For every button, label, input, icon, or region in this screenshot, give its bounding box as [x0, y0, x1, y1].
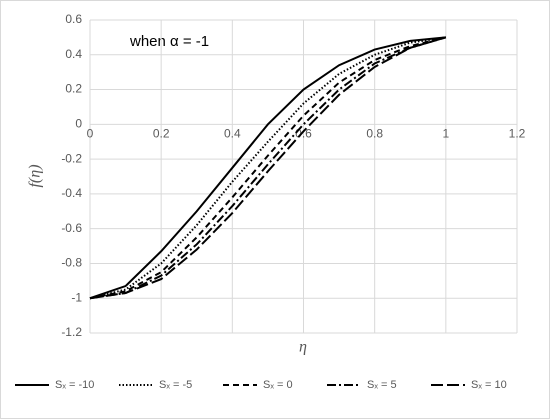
y-tick-label: -1.2: [61, 325, 82, 339]
series-line: [89, 36, 447, 300]
y-axis-label: f(η): [27, 164, 44, 187]
x-tick-label: 0: [87, 127, 94, 141]
x-tick-label: 0.2: [153, 127, 170, 141]
x-tick-label: 0.8: [366, 127, 383, 141]
annotation: when α = -1: [129, 33, 209, 50]
legend-label: Sₓ = 0: [263, 379, 293, 391]
y-tick-label: -0.8: [61, 256, 82, 270]
y-tick-label: 0.6: [65, 12, 82, 26]
legend-label: Sₓ = -5: [159, 379, 192, 391]
y-tick-label: 0.4: [65, 47, 82, 61]
y-tick-label: -0.6: [61, 221, 82, 235]
series-line: [89, 36, 447, 300]
y-tick-label: -1: [71, 290, 82, 304]
x-tick-label: 1: [442, 127, 449, 141]
legend-label: Sₓ = 10: [471, 379, 507, 391]
y-tick-label: -0.2: [61, 151, 82, 165]
x-tick-label: 1.2: [509, 127, 526, 141]
legend-label: Sₓ = -10: [55, 379, 94, 391]
y-tick-label: 0: [75, 117, 82, 131]
legend-label: Sₓ = 5: [367, 379, 397, 391]
x-tick-label: 0.6: [295, 127, 312, 141]
y-tick-label: 0.2: [65, 82, 82, 96]
y-tick-label: -0.4: [61, 186, 82, 200]
x-axis-label: η: [299, 339, 307, 356]
series-line: [89, 36, 446, 300]
x-tick-label: 0.4: [224, 127, 241, 141]
series-line: [89, 36, 446, 300]
